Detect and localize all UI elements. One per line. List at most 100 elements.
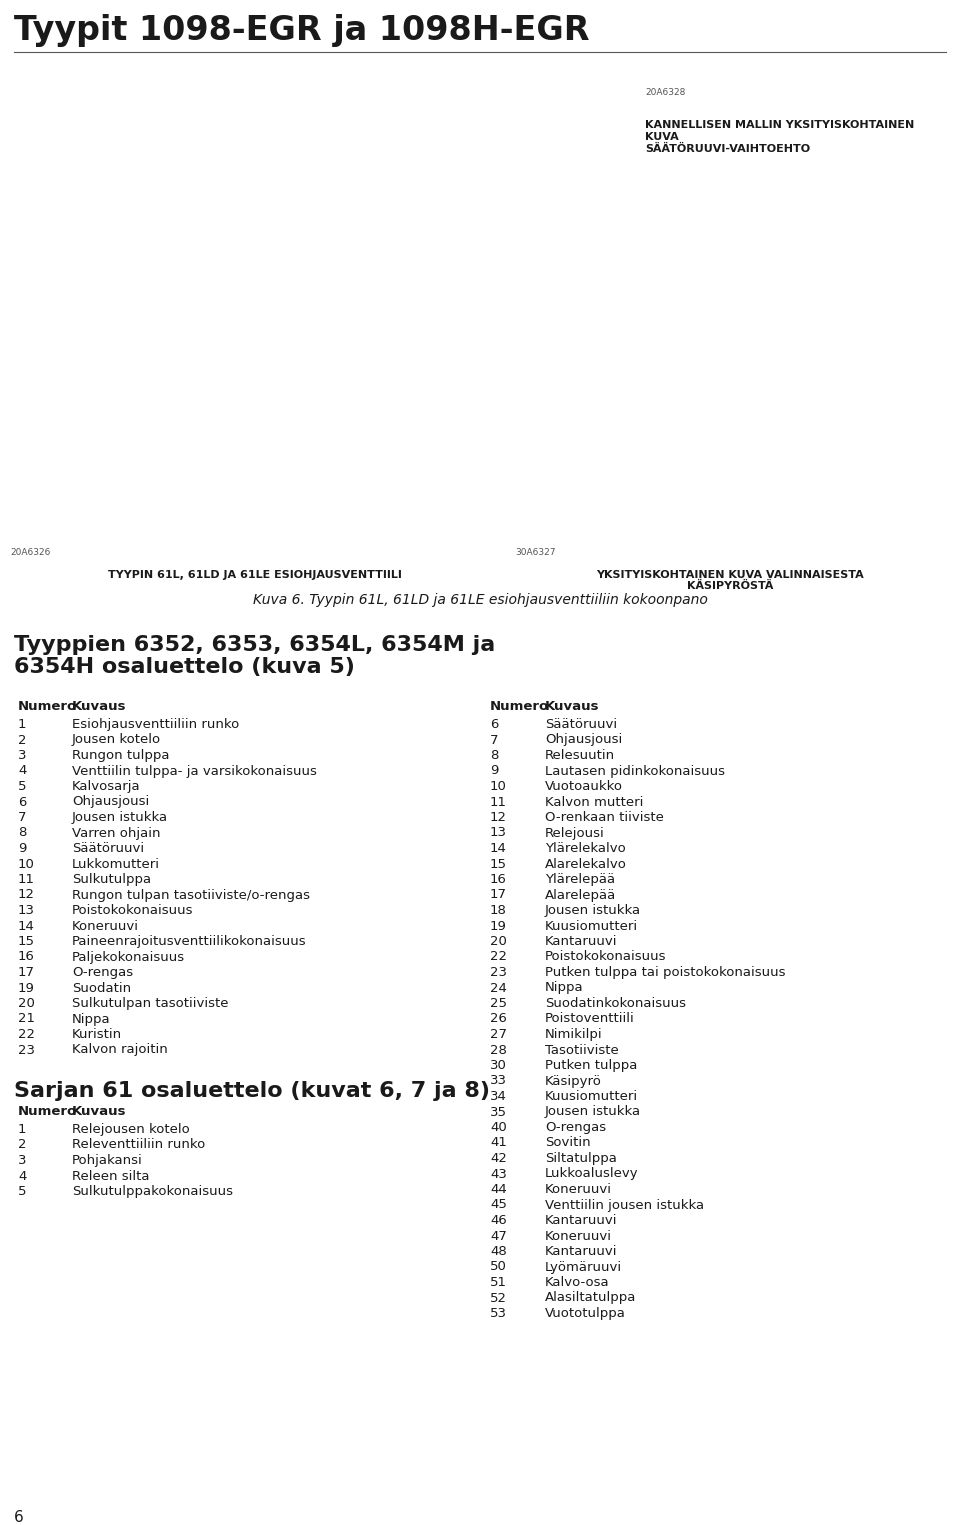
Text: 4: 4: [18, 764, 26, 778]
Text: 34: 34: [490, 1090, 507, 1103]
Text: 28: 28: [490, 1043, 507, 1057]
Text: Koneruuvi: Koneruuvi: [545, 1183, 612, 1196]
Text: 40: 40: [490, 1121, 507, 1135]
Text: 21: 21: [18, 1013, 35, 1025]
Text: 24: 24: [490, 982, 507, 994]
Text: 4: 4: [18, 1170, 26, 1182]
Text: SÄÄTÖRUUVI-VAIHTOEHTO: SÄÄTÖRUUVI-VAIHTOEHTO: [645, 143, 810, 154]
Text: 8: 8: [18, 827, 26, 839]
Text: 15: 15: [18, 935, 35, 949]
Text: 1: 1: [18, 718, 27, 730]
Text: 9: 9: [490, 764, 498, 778]
Bar: [8, 58, 510, 544]
Text: 3: 3: [18, 749, 27, 762]
Text: Sarjan 61 osaluettelo (kuvat 6, 7 ja 8): Sarjan 61 osaluettelo (kuvat 6, 7 ja 8): [14, 1081, 490, 1101]
Text: Numero: Numero: [18, 1106, 77, 1118]
Text: Jousen istukka: Jousen istukka: [545, 1106, 641, 1118]
Text: 42: 42: [490, 1151, 507, 1165]
Text: 45: 45: [490, 1199, 507, 1211]
Text: 5: 5: [18, 1185, 27, 1199]
Text: 51: 51: [490, 1276, 507, 1289]
Text: Suodatin: Suodatin: [72, 982, 132, 994]
Text: 14: 14: [490, 842, 507, 856]
Text: Sulkutulpan tasotiiviste: Sulkutulpan tasotiiviste: [72, 997, 228, 1010]
Text: 19: 19: [18, 982, 35, 994]
Text: 50: 50: [490, 1261, 507, 1273]
Text: 2: 2: [18, 1139, 27, 1151]
Text: 14: 14: [18, 920, 35, 932]
Text: Tyypit 1098-EGR ja 1098H-EGR: Tyypit 1098-EGR ja 1098H-EGR: [14, 14, 589, 47]
Text: Ylärelepää: Ylärelepää: [545, 872, 615, 886]
Text: Kantaruuvi: Kantaruuvi: [545, 1214, 617, 1228]
Text: Siltatulppa: Siltatulppa: [545, 1151, 617, 1165]
Text: Käsipyrö: Käsipyrö: [545, 1075, 602, 1087]
Text: 25: 25: [490, 997, 507, 1010]
Text: Alasiltatulppa: Alasiltatulppa: [545, 1292, 636, 1304]
Text: Ylärelekalvo: Ylärelekalvo: [545, 842, 626, 856]
Text: 10: 10: [490, 779, 507, 793]
Text: Kuvaus: Kuvaus: [545, 700, 599, 714]
Text: Jousen kotelo: Jousen kotelo: [72, 734, 161, 747]
Text: Relejousi: Relejousi: [545, 827, 605, 839]
Text: 26: 26: [490, 1013, 507, 1025]
Text: Relesuutin: Relesuutin: [545, 749, 615, 762]
Text: Alarelekalvo: Alarelekalvo: [545, 857, 627, 871]
Text: 6: 6: [18, 796, 26, 808]
Text: 3: 3: [18, 1154, 27, 1167]
Text: Putken tulppa tai poistokokonaisuus: Putken tulppa tai poistokokonaisuus: [545, 965, 785, 979]
Text: Jousen istukka: Jousen istukka: [545, 904, 641, 917]
Text: Kuvaus: Kuvaus: [72, 1106, 127, 1118]
Text: KÄSIPYRÖSTÄ: KÄSIPYRÖSTÄ: [686, 581, 773, 592]
Bar: [515, 58, 950, 544]
Text: Jousen istukka: Jousen istukka: [72, 811, 168, 824]
Text: Tasotiiviste: Tasotiiviste: [545, 1043, 619, 1057]
Text: Venttiilin tulppa- ja varsikokonaisuus: Venttiilin tulppa- ja varsikokonaisuus: [72, 764, 317, 778]
Text: Kuva 6. Tyypin 61L, 61LD ja 61LE esiohjausventtiiliin kokoonpano: Kuva 6. Tyypin 61L, 61LD ja 61LE esiohja…: [252, 593, 708, 607]
Text: Relejousen kotelo: Relejousen kotelo: [72, 1122, 190, 1136]
Text: Nippa: Nippa: [545, 982, 584, 994]
Text: 48: 48: [490, 1244, 507, 1258]
Text: 44: 44: [490, 1183, 507, 1196]
Text: 20: 20: [18, 997, 35, 1010]
Text: 52: 52: [490, 1292, 507, 1304]
Text: 16: 16: [490, 872, 507, 886]
Text: 30: 30: [490, 1058, 507, 1072]
Text: Kantaruuvi: Kantaruuvi: [545, 1244, 617, 1258]
Text: Kalvon mutteri: Kalvon mutteri: [545, 796, 643, 808]
Text: Sulkutulppakokonaisuus: Sulkutulppakokonaisuus: [72, 1185, 233, 1199]
Text: 27: 27: [490, 1028, 507, 1042]
Text: Releventtiiliin runko: Releventtiiliin runko: [72, 1139, 205, 1151]
Text: Lukkomutteri: Lukkomutteri: [72, 857, 160, 871]
Text: Sulkutulppa: Sulkutulppa: [72, 872, 151, 886]
Text: 46: 46: [490, 1214, 507, 1228]
Text: Ohjausjousi: Ohjausjousi: [545, 734, 622, 747]
Text: 7: 7: [18, 811, 27, 824]
Text: Numero: Numero: [18, 700, 77, 714]
Text: Kuusiomutteri: Kuusiomutteri: [545, 920, 638, 932]
Text: Vuototulppa: Vuototulppa: [545, 1307, 626, 1321]
Text: 30A6327: 30A6327: [515, 547, 556, 557]
Text: Paljekokonaisuus: Paljekokonaisuus: [72, 950, 185, 964]
Text: 22: 22: [18, 1028, 35, 1042]
Text: 17: 17: [490, 889, 507, 901]
Text: Paineenrajoitusventtiilikokonaisuus: Paineenrajoitusventtiilikokonaisuus: [72, 935, 306, 949]
Text: Rungon tulppa: Rungon tulppa: [72, 749, 170, 762]
Text: Kalvon rajoitin: Kalvon rajoitin: [72, 1043, 168, 1057]
Text: 7: 7: [490, 734, 498, 747]
Text: 15: 15: [490, 857, 507, 871]
Text: Alarelepää: Alarelepää: [545, 889, 616, 901]
Text: Poistokokonaisuus: Poistokokonaisuus: [72, 904, 194, 917]
Text: Kuusiomutteri: Kuusiomutteri: [545, 1090, 638, 1103]
Text: 53: 53: [490, 1307, 507, 1321]
Text: 12: 12: [490, 811, 507, 824]
Text: 6354H osaluettelo (kuva 5): 6354H osaluettelo (kuva 5): [14, 657, 355, 677]
Text: Lukkoaluslevy: Lukkoaluslevy: [545, 1168, 638, 1180]
Text: KANNELLISEN MALLIN YKSITYISKOHTAINEN: KANNELLISEN MALLIN YKSITYISKOHTAINEN: [645, 120, 914, 130]
Text: TYYPIN 61L, 61LD JA 61LE ESIOHJAUSVENTTIILI: TYYPIN 61L, 61LD JA 61LE ESIOHJAUSVENTTI…: [108, 570, 402, 580]
Text: 13: 13: [18, 904, 35, 917]
Text: 41: 41: [490, 1136, 507, 1150]
Text: Numero: Numero: [490, 700, 549, 714]
Text: Lautasen pidinkokonaisuus: Lautasen pidinkokonaisuus: [545, 764, 725, 778]
Text: Koneruuvi: Koneruuvi: [545, 1229, 612, 1243]
Text: 23: 23: [18, 1043, 35, 1057]
